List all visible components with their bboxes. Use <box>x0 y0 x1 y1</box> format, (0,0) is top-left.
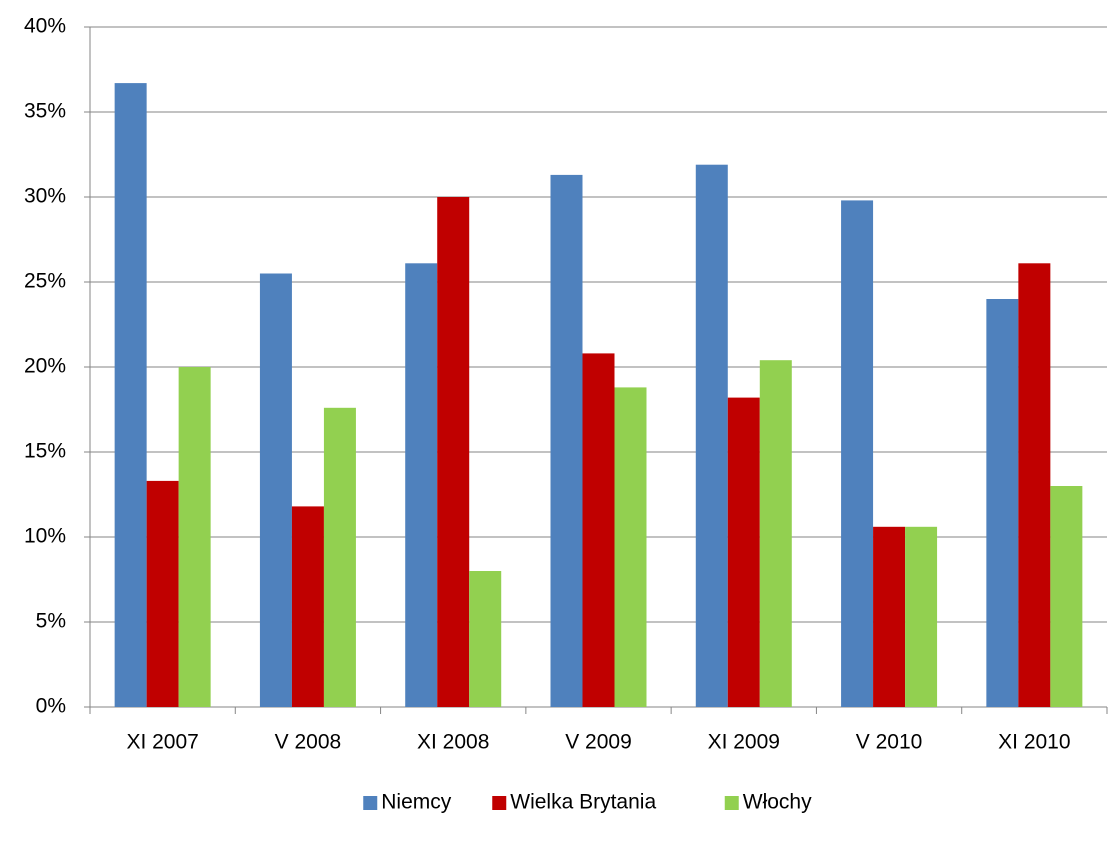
y-tick-label: 15% <box>24 440 66 463</box>
x-tick-label: XI 2009 <box>708 731 780 754</box>
y-tick-label: 5% <box>36 610 66 633</box>
bar <box>405 263 438 707</box>
bar <box>582 353 615 707</box>
bar <box>727 397 760 707</box>
bar <box>323 407 356 707</box>
legend-swatch <box>492 796 507 810</box>
x-tick-label: V 2008 <box>275 731 342 754</box>
legend-swatch <box>724 796 739 810</box>
legend-label: Niemcy <box>381 791 452 814</box>
legend-label: Wielka Brytania <box>510 791 656 814</box>
x-tick-label: XI 2010 <box>998 731 1070 754</box>
bar <box>986 299 1019 707</box>
y-tick-label: 0% <box>36 695 66 718</box>
legend-label: Włochy <box>743 791 812 814</box>
bar <box>1018 263 1051 707</box>
y-tick-label: 25% <box>24 270 66 293</box>
bar <box>841 200 874 707</box>
bar <box>469 571 502 707</box>
y-tick-label: 35% <box>24 100 66 123</box>
bar <box>1050 486 1083 707</box>
y-tick-label: 10% <box>24 525 66 548</box>
bar <box>759 360 792 707</box>
y-tick-label: 20% <box>24 355 66 378</box>
bar <box>905 526 938 707</box>
x-tick-label: XI 2007 <box>126 731 198 754</box>
bar <box>695 164 728 707</box>
bar <box>291 506 324 707</box>
bar <box>259 273 292 707</box>
y-tick-label: 40% <box>24 15 66 38</box>
bar <box>614 387 647 707</box>
bar <box>146 480 179 707</box>
x-tick-label: V 2009 <box>565 731 632 754</box>
bar <box>178 367 211 707</box>
bar <box>437 197 470 707</box>
bar <box>873 526 906 707</box>
x-tick-label: XI 2008 <box>417 731 489 754</box>
bar <box>114 83 147 708</box>
y-tick-label: 30% <box>24 185 66 208</box>
legend-swatch <box>363 796 378 810</box>
x-tick-label: V 2010 <box>856 731 923 754</box>
bar <box>550 174 583 707</box>
